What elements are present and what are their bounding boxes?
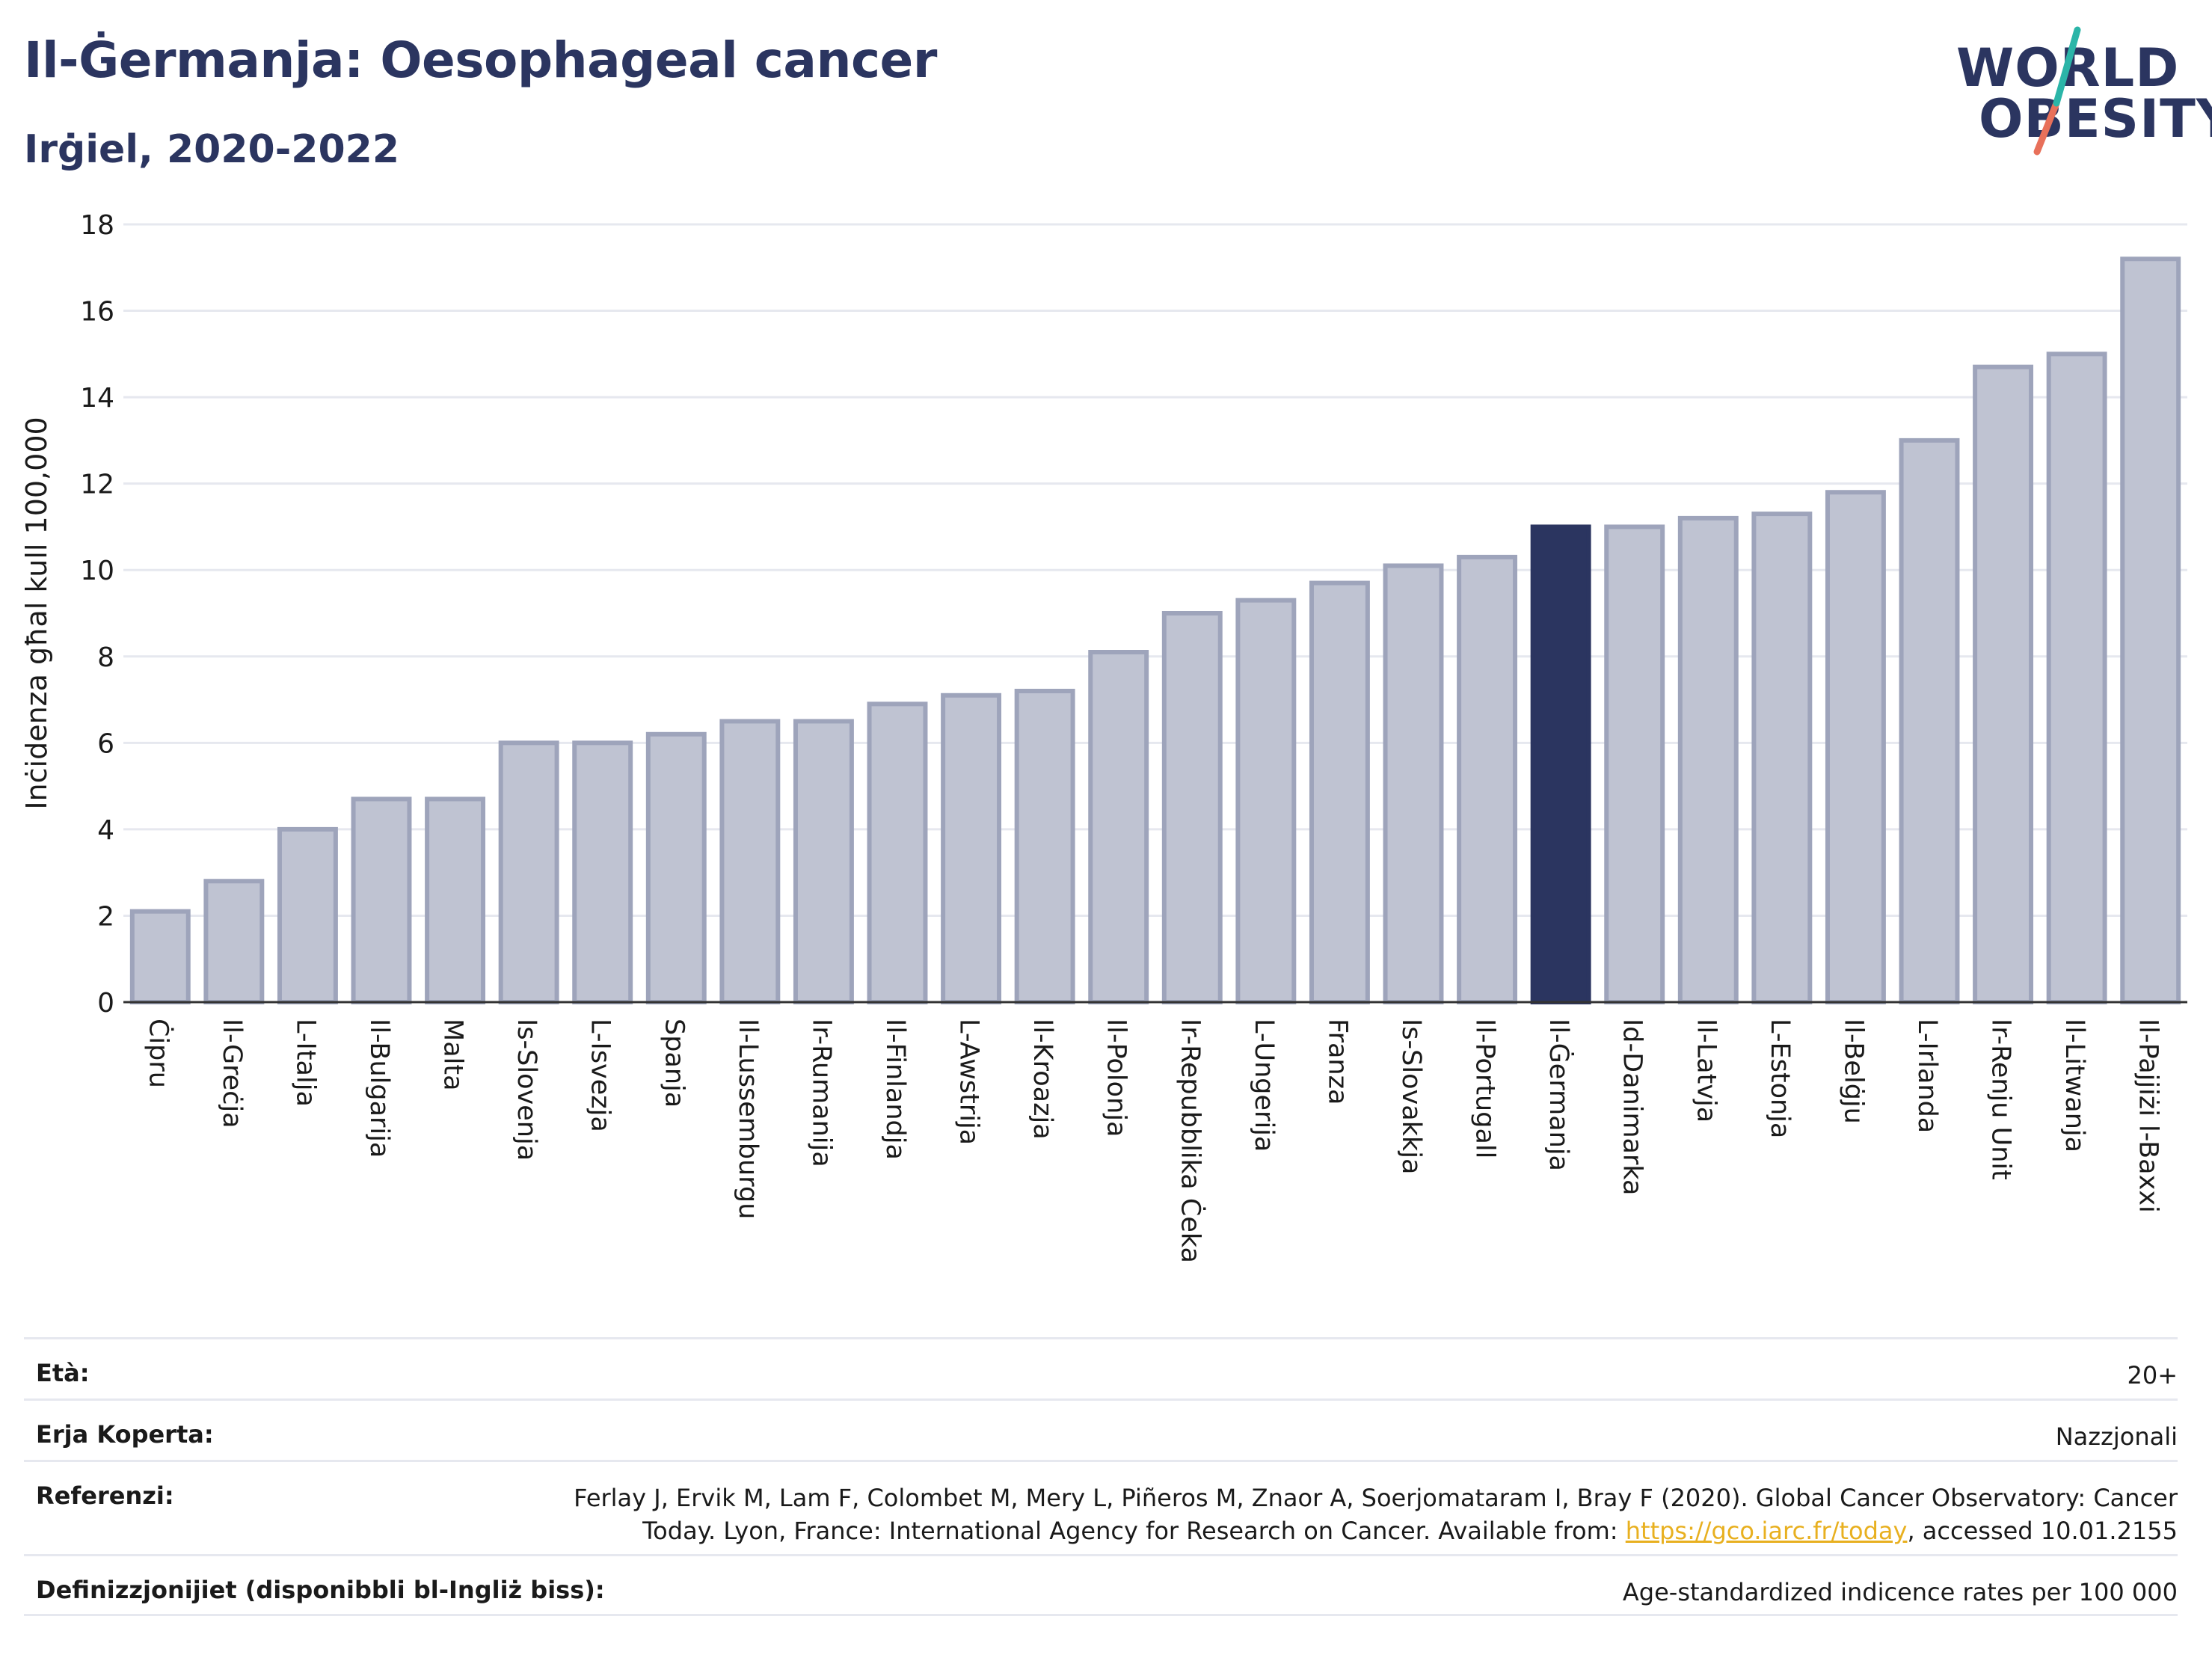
x-tick-label: Is-Slovakkja xyxy=(1396,1019,1426,1174)
y-tick-label: 8 xyxy=(97,642,114,673)
y-tick-label: 2 xyxy=(97,901,114,932)
x-tick-label: Il-Greċja xyxy=(217,1019,247,1129)
reference-link[interactable]: https://gco.iarc.fr/today xyxy=(1625,1517,1908,1545)
x-tick-label: L-Irlanda xyxy=(1912,1019,1942,1133)
bar-9 xyxy=(719,719,781,1004)
meta-ref-label: Referenzi: xyxy=(36,1481,174,1510)
meta-row-age: Età: 20+ xyxy=(24,1337,2178,1399)
bar-12 xyxy=(941,693,1002,1004)
x-tick-label: Il-Belġju xyxy=(1838,1019,1868,1124)
meta-def-label: Definizzjonijiet (disponibbli bl-Ingliż … xyxy=(36,1576,605,1604)
x-tick-label: Spanja xyxy=(659,1019,689,1108)
x-tick-label: L-Italja xyxy=(290,1019,320,1107)
x-tick-label: Is-Slovenja xyxy=(511,1019,541,1161)
bar-21 xyxy=(1604,524,1665,1004)
x-axis-ticks: Ċipru Il-Greċja L-Italja Il-Bulgarija Malta I… xyxy=(143,1019,2163,1263)
x-tick-label: Il-Bulgarija xyxy=(364,1019,394,1158)
meta-row-references: Referenzi: Ferlay J, Ervik M, Lam F, Col… xyxy=(24,1460,2178,1555)
chart-subtitle: Irġiel, 2020-2022 xyxy=(24,127,400,172)
x-tick-label: Il-Portugall xyxy=(1470,1019,1500,1158)
meta-row-area: Erja Koperta: Nazzjonali xyxy=(24,1398,2178,1461)
bar-25 xyxy=(1899,437,1960,1004)
x-tick-label: Il-Lussemburgu xyxy=(733,1019,763,1219)
x-tick-label: Ir-Renju Unit xyxy=(1986,1019,2016,1180)
x-tick-label: Ir-Rumanija xyxy=(806,1019,836,1167)
meta-def-value: Age-standardized indicence rates per 100… xyxy=(1622,1578,2178,1606)
y-tick-label: 4 xyxy=(97,815,114,846)
meta-ref-line-1: Ferlay J, Ervik M, Lam F, Colombet M, Me… xyxy=(574,1484,2178,1512)
y-axis-label: Inċidenza għal kull 100,000 xyxy=(20,417,53,809)
x-tick-label: Il-Polonja xyxy=(1102,1019,1131,1137)
meta-ref-value: Ferlay J, Ervik M, Lam F, Colombet M, Me… xyxy=(574,1481,2178,1547)
x-tick-label: Id-Danimarka xyxy=(1617,1019,1647,1196)
bar-19 xyxy=(1457,554,1518,1004)
meta-age-label: Età: xyxy=(36,1359,90,1387)
bar-15 xyxy=(1161,611,1223,1004)
bar-28 xyxy=(2120,257,2181,1004)
y-tick-label: 12 xyxy=(80,470,114,500)
x-tick-label: L-Isvezja xyxy=(586,1019,615,1132)
bar-11 xyxy=(867,701,928,1004)
y-tick-label: 6 xyxy=(97,728,114,759)
logo-line-2: OBESITY xyxy=(1979,88,2212,150)
logo-slash-icon xyxy=(2033,26,2081,156)
x-tick-label: Il-Finlandja xyxy=(880,1019,910,1160)
meta-area-value: Nazzjonali xyxy=(2055,1422,2178,1451)
chart-title: Il-Ġermanja: Oesophageal cancer xyxy=(24,31,937,89)
y-tick-label: 16 xyxy=(80,297,114,328)
x-tick-label: L-Awstrija xyxy=(954,1019,984,1145)
bar-17 xyxy=(1309,580,1370,1004)
x-tick-label: Franza xyxy=(1322,1019,1352,1105)
x-tick-label: Il-Litwanja xyxy=(2059,1019,2089,1152)
bar-6 xyxy=(498,740,559,1004)
x-tick-label: L-Estonja xyxy=(1765,1019,1795,1138)
bar-23 xyxy=(1751,512,1813,1005)
meta-ref-line-2: Today. Lyon, France: International Agenc… xyxy=(574,1514,2178,1547)
x-tick-label: Ir-Repubblika Ċeka xyxy=(1175,1019,1206,1263)
bar-16 xyxy=(1235,598,1297,1004)
bar-chart: 0 2 4 6 8 10 12 14 16 18 Ċipru Il-Greċja L-Italja Il… xyxy=(20,210,2187,1263)
x-tick-label: L-Ungerija xyxy=(1249,1019,1279,1152)
meta-area-label: Erja Koperta: xyxy=(36,1420,214,1449)
y-tick-label: 14 xyxy=(80,383,114,414)
x-tick-label: Il-Kroazja xyxy=(1027,1019,1057,1140)
bar-5 xyxy=(425,796,486,1004)
bars xyxy=(129,257,2181,1005)
y-tick-label: 0 xyxy=(97,988,114,1019)
bar-27 xyxy=(2046,351,2107,1005)
bar-7 xyxy=(572,740,633,1004)
bar-4 xyxy=(351,796,412,1004)
x-tick-label: Il-Ġermanja xyxy=(1543,1019,1575,1171)
x-tick-label: Il-Pajjiżi l-Baxxi xyxy=(2133,1019,2163,1213)
bar-18 xyxy=(1383,563,1444,1004)
x-tick-label: Il-Latvja xyxy=(1691,1019,1721,1123)
bar-8 xyxy=(645,731,707,1004)
y-tick-label: 18 xyxy=(80,210,114,241)
bar-22 xyxy=(1677,515,1739,1004)
bar-24 xyxy=(1825,490,1886,1004)
x-tick-label: Malta xyxy=(438,1019,468,1091)
bar-2 xyxy=(203,879,265,1004)
meta-ref-line-2-post: , accessed 10.01.2155 xyxy=(1907,1517,2178,1545)
bar-14 xyxy=(1088,650,1149,1004)
bar-20 xyxy=(1530,524,1591,1004)
world-obesity-logo: WORLD OBESITY xyxy=(1944,21,2212,163)
meta-row-definitions: Definizzjonijiet (disponibbli bl-Ingliż … xyxy=(24,1554,2178,1616)
y-tick-label: 10 xyxy=(80,556,114,586)
bar-10 xyxy=(793,719,854,1004)
meta-ref-line-2-pre: Today. Lyon, France: International Agenc… xyxy=(642,1517,1626,1545)
bar-13 xyxy=(1014,689,1075,1004)
bar-1 xyxy=(129,909,191,1005)
bar-3 xyxy=(277,826,338,1005)
meta-age-value: 20+ xyxy=(2127,1361,2178,1390)
y-axis-ticks: 0 2 4 6 8 10 12 14 16 18 xyxy=(80,210,114,1019)
x-tick-label: Ċipru xyxy=(143,1019,174,1088)
bar-26 xyxy=(1973,364,2034,1004)
meta-bottom-divider xyxy=(24,1614,2178,1616)
